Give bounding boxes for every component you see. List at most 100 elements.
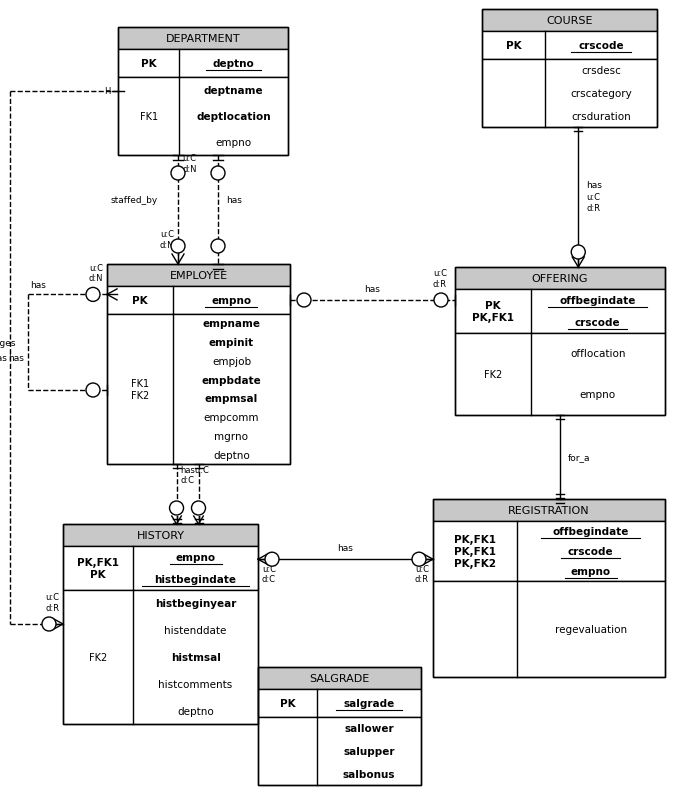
Text: mgrno: mgrno [215, 431, 248, 441]
Text: empjob: empjob [212, 356, 251, 367]
Text: histmsal: histmsal [170, 652, 221, 662]
Text: manages: manages [0, 338, 16, 347]
Text: deptname: deptname [204, 86, 264, 96]
Bar [63, 590, 258, 724]
Text: hasu:C: hasu:C [181, 466, 210, 475]
Text: EMPLOYEE: EMPLOYEE [170, 270, 228, 281]
Text: histbeginyear: histbeginyear [155, 598, 236, 609]
Circle shape [265, 553, 279, 566]
Bar [455, 334, 665, 415]
Text: HISTORY: HISTORY [137, 530, 184, 541]
Text: has: has [0, 354, 7, 363]
Text: FK2: FK2 [89, 652, 107, 662]
Circle shape [171, 240, 185, 253]
Text: PK,FK1
PK,FK1
PK,FK2: PK,FK1 PK,FK1 PK,FK2 [454, 535, 495, 568]
Text: empbdate: empbdate [201, 375, 262, 385]
Text: PK: PK [506, 41, 522, 51]
Text: regevaluation: regevaluation [555, 624, 627, 634]
Text: has: has [586, 181, 602, 190]
Circle shape [211, 240, 225, 253]
Bar [63, 546, 258, 590]
Text: PK: PK [279, 698, 295, 708]
Circle shape [192, 501, 206, 516]
Text: empcomm: empcomm [204, 412, 259, 423]
Text: empno: empno [211, 296, 251, 306]
Bar [482, 10, 657, 128]
Text: empno: empno [175, 553, 216, 562]
Bar [118, 78, 288, 156]
Text: empno: empno [215, 138, 252, 148]
Bar [433, 581, 665, 677]
Text: u:C
d:N: u:C d:N [159, 230, 174, 249]
Text: DEPARTMENT: DEPARTMENT [166, 34, 240, 44]
Bar [482, 60, 657, 128]
Bar [107, 286, 290, 314]
Text: sallower: sallower [344, 723, 394, 733]
Text: u:C
d:R: u:C d:R [586, 193, 600, 213]
Text: has: has [8, 354, 24, 363]
Text: empno: empno [580, 390, 616, 400]
Text: u:C
d:N: u:C d:N [88, 263, 103, 283]
Text: staffed_by: staffed_by [111, 196, 158, 205]
Text: offbegindate: offbegindate [553, 526, 629, 537]
Text: offbegindate: offbegindate [560, 296, 636, 306]
Text: crsduration: crsduration [571, 111, 631, 122]
Text: histenddate: histenddate [164, 626, 227, 635]
Circle shape [412, 553, 426, 566]
Text: crsdesc: crsdesc [581, 67, 621, 76]
Bar [482, 10, 657, 32]
Text: deptno: deptno [177, 706, 214, 715]
Text: FK1
FK2: FK1 FK2 [131, 379, 149, 400]
Text: OFFERING: OFFERING [532, 273, 589, 284]
Text: PK,FK1
PK: PK,FK1 PK [77, 557, 119, 579]
Text: u:C
d:R: u:C d:R [433, 269, 447, 289]
Bar [433, 500, 665, 677]
Bar [63, 525, 258, 724]
Text: FK2: FK2 [484, 370, 502, 379]
Bar [107, 314, 290, 464]
Bar [455, 290, 665, 334]
Text: REGISTRATION: REGISTRATION [509, 505, 590, 516]
Text: empno: empno [571, 566, 611, 577]
Text: crscode: crscode [568, 546, 613, 557]
Bar [258, 717, 421, 785]
Text: deptlocation: deptlocation [196, 111, 271, 122]
Text: deptno: deptno [213, 450, 250, 460]
Bar [258, 689, 421, 717]
Circle shape [86, 288, 100, 302]
Text: has: has [226, 196, 242, 205]
Text: histbegindate: histbegindate [155, 574, 237, 585]
Circle shape [571, 245, 585, 260]
Text: u:C
d:R: u:C d:R [45, 593, 59, 612]
Text: has: has [337, 543, 353, 552]
Text: offlocation: offlocation [570, 349, 626, 359]
Circle shape [434, 294, 448, 308]
Text: has: has [364, 284, 380, 294]
Bar [118, 50, 288, 78]
Text: crscode: crscode [575, 318, 620, 327]
Text: H: H [104, 87, 110, 96]
Text: PK
PK,FK1: PK PK,FK1 [472, 301, 514, 322]
Text: COURSE: COURSE [546, 16, 593, 26]
Text: SALGRADE: SALGRADE [309, 673, 370, 683]
Text: crscategory: crscategory [570, 89, 632, 99]
Text: salupper: salupper [343, 746, 395, 756]
Text: empmsal: empmsal [205, 394, 258, 404]
Bar [63, 525, 258, 546]
Bar [258, 667, 421, 689]
Circle shape [171, 167, 185, 180]
Text: salbonus: salbonus [343, 768, 395, 779]
Circle shape [42, 618, 56, 631]
Bar [455, 268, 665, 290]
Text: FK1: FK1 [139, 111, 157, 122]
Text: PK: PK [141, 59, 157, 69]
Text: PK: PK [132, 296, 148, 306]
Text: empinit: empinit [209, 338, 254, 348]
Bar [433, 521, 665, 581]
Bar [455, 268, 665, 415]
Text: u:C
d:C: u:C d:C [262, 564, 276, 583]
Bar [482, 32, 657, 60]
Text: d:C: d:C [181, 476, 195, 485]
Circle shape [170, 501, 184, 516]
Bar [107, 265, 290, 286]
